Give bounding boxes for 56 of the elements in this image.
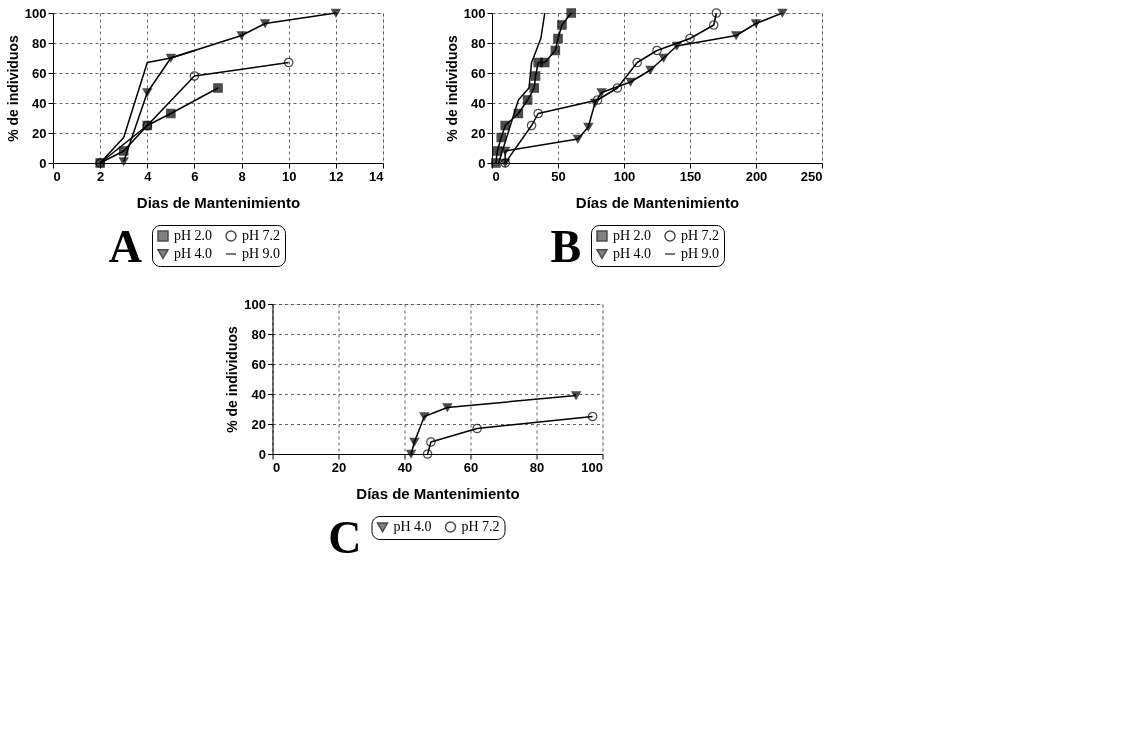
x-tick-label: 0 (492, 168, 500, 184)
legend-label: pH 9.0 (681, 246, 720, 261)
y-axis-title: % de individuos (443, 35, 460, 142)
y-tick-label: 0 (478, 155, 486, 171)
y-tick-label: 80 (471, 35, 486, 51)
y-tick-label: 60 (32, 65, 47, 81)
x-tick-label: 80 (529, 459, 545, 475)
y-tick-label: 100 (463, 5, 486, 21)
legend-label: pH 2.0 (174, 228, 213, 243)
y-tick-label: 40 (32, 95, 47, 111)
y-tick-label: 60 (251, 356, 266, 372)
legend-label: pH 7.2 (242, 228, 281, 243)
x-tick-label: 0 (273, 459, 281, 475)
x-axis-title: Dias de Mantenimiento (136, 193, 301, 211)
x-axis-title: Días de Mantenimiento (356, 484, 520, 502)
x-tick-label: 150 (679, 168, 702, 184)
y-tick-label: 100 (24, 5, 47, 21)
x-tick-label: 200 (745, 168, 768, 184)
y-tick-label: 40 (471, 95, 486, 111)
x-tick-label: 12 (329, 168, 344, 184)
x-tick-label: 20 (331, 459, 347, 475)
y-tick-label: 20 (471, 125, 486, 141)
x-tick-label: 0 (53, 168, 61, 184)
x-tick-label: 250 (800, 168, 823, 184)
legend-label: pH 7.2 (461, 519, 500, 534)
legend-label: pH 9.0 (242, 246, 281, 261)
x-tick-label: 6 (191, 168, 199, 184)
y-tick-label: 80 (251, 326, 266, 342)
x-tick-label: 10 (281, 168, 297, 184)
x-tick-label: 8 (238, 168, 246, 184)
text: A (108, 221, 143, 272)
y-tick-label: 80 (32, 35, 47, 51)
text: B (550, 221, 582, 272)
x-axis-title: Días de Mantenimiento (575, 193, 740, 211)
x-tick-label: 100 (581, 459, 603, 475)
x-tick-label: 100 (613, 168, 636, 184)
y-axis-title: % de individuos (224, 326, 241, 433)
x-tick-label: 14 (369, 168, 385, 184)
y-tick-label: 100 (244, 296, 266, 312)
y-tick-label: 0 (258, 446, 266, 462)
legend-label: pH 4.0 (393, 519, 432, 535)
y-tick-label: 0 (39, 155, 47, 171)
x-tick-label: 2 (97, 168, 105, 184)
y-axis-title: % de individuos (4, 35, 21, 142)
text: C (328, 512, 362, 563)
y-tick-label: 40 (251, 386, 266, 402)
x-tick-label: 40 (397, 459, 413, 475)
legend-label: pH 2.0 (613, 228, 652, 243)
legend-label: pH 7.2 (681, 228, 720, 243)
y-tick-label: 60 (471, 65, 486, 81)
x-tick-label: 4 (144, 168, 153, 184)
y-tick-label: 20 (251, 416, 266, 432)
y-tick-label: 20 (32, 125, 47, 141)
legend-label: pH 4.0 (613, 246, 652, 261)
legend-label: pH 4.0 (174, 246, 213, 261)
x-tick-label: 50 (551, 168, 566, 184)
